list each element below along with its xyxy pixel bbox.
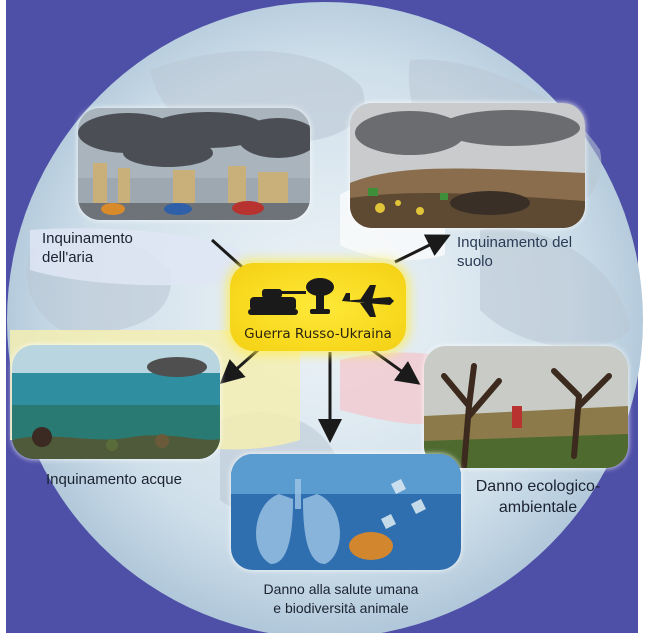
explosion-icon bbox=[306, 278, 334, 314]
water-pollution-panel bbox=[12, 345, 220, 459]
health-damage-label: Danno alla salute umana e biodiversità a… bbox=[226, 580, 456, 618]
soil-label-line1: Inquinamento del bbox=[457, 234, 573, 251]
ecology-label-line1: Danno ecologico- bbox=[475, 478, 601, 495]
arrow-to-soil bbox=[394, 234, 451, 264]
ecology-label-line2: ambientale bbox=[498, 499, 578, 516]
fighter-jet-icon bbox=[342, 285, 394, 317]
ecological-damage-label: Danno ecologico- ambientale bbox=[458, 476, 618, 518]
polluted-water-icon bbox=[12, 345, 220, 459]
arrow-to-ecology bbox=[371, 348, 421, 385]
pink-band bbox=[340, 352, 450, 425]
soil-label-line2: suolo bbox=[457, 253, 493, 270]
health-label-line2: e biodiversità animale bbox=[273, 600, 409, 616]
war-icons bbox=[248, 278, 394, 317]
health-damage-panel bbox=[231, 454, 461, 570]
soil-pollution-panel bbox=[350, 103, 585, 228]
ecological-damage-panel bbox=[424, 346, 628, 468]
air-label-line2: dell'aria bbox=[42, 249, 94, 266]
lungs-icon bbox=[256, 479, 340, 564]
factory-smoke-icon bbox=[78, 108, 310, 220]
lungs-and-fish-icon bbox=[231, 454, 461, 570]
air-pollution-panel bbox=[78, 108, 310, 220]
soil-pollution-label: Inquinamento del suolo bbox=[457, 233, 572, 271]
polluted-soil-icon bbox=[350, 103, 585, 228]
water-pollution-label: Inquinamento acque bbox=[46, 471, 182, 488]
dead-trees-icon bbox=[424, 346, 628, 468]
air-pollution-label: Inquinamento dell'aria bbox=[42, 229, 133, 267]
arrow-to-water bbox=[219, 348, 259, 384]
health-label-line1: Danno alla salute umana bbox=[263, 581, 419, 597]
center-node bbox=[230, 263, 406, 351]
tank-icon bbox=[248, 289, 306, 315]
center-label: Guerra Russo-Ukraina bbox=[244, 326, 392, 342]
air-label-line1: Inquinamento bbox=[42, 230, 133, 247]
lavender-band bbox=[30, 228, 240, 286]
fish-icon bbox=[349, 532, 393, 560]
